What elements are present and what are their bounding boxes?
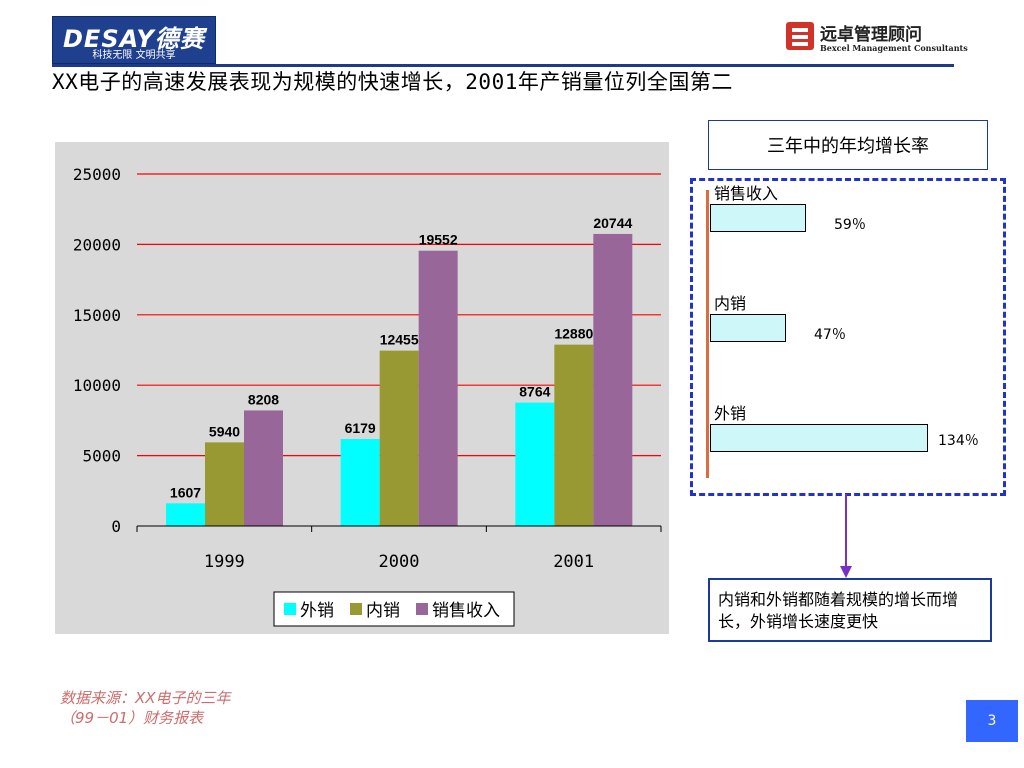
down-arrow-icon [840, 494, 852, 578]
desay-logo: DESAY德赛 科技无限 文明共享 [52, 16, 216, 64]
data-label: 19552 [419, 232, 458, 248]
growth-panel [690, 178, 1006, 496]
growth-label: 内销 [714, 294, 747, 313]
data-label: 6179 [345, 420, 376, 436]
x-tick-label: 2001 [553, 552, 594, 572]
bexcel-logo-en: Bexcel Management Consultants [820, 43, 968, 53]
data-label: 8764 [519, 384, 550, 400]
bar-内销 [554, 344, 594, 526]
legend: 外销 内销 销售收入 [273, 591, 515, 627]
bar-chart: 0 5000 10000 15000 20000 25000 1607 6179 8764 59… [55, 142, 669, 634]
legend-label: 外销 [300, 601, 334, 621]
y-tick-label: 25000 [73, 165, 121, 184]
x-axis: 1999 2000 2001 [136, 525, 662, 572]
page-title: XX电子的高速发展表现为规模的快速增长，2001年产销量位列全国第二 [52, 70, 733, 94]
x-tick-label: 1999 [204, 552, 245, 572]
data-label: 1607 [170, 484, 201, 500]
growth-bar [710, 424, 928, 452]
logo-brand-text: DESAY德赛 [63, 25, 205, 53]
bexcel-logo-cn: 远卓管理顾问 [820, 25, 922, 45]
legend-box [273, 591, 515, 627]
bar-内销 [205, 442, 244, 526]
bar-外销 [166, 503, 205, 526]
growth-label: 外销 [714, 404, 747, 423]
bexcel-logo: 远卓管理顾问 Bexcel Management Consultants [786, 20, 976, 56]
data-label: 12880 [554, 326, 593, 342]
legend-swatch [284, 603, 296, 615]
bexcel-mark-icon [786, 22, 814, 50]
data-label: 20744 [593, 215, 632, 231]
x-tick-label: 2000 [379, 552, 420, 572]
growth-bar [710, 204, 806, 232]
y-tick-label: 0 [111, 517, 121, 536]
y-tick-label: 10000 [73, 376, 121, 395]
growth-value: 47％ [814, 327, 846, 343]
y-tick-label: 5000 [82, 447, 121, 466]
bar-外销 [515, 402, 555, 526]
logo-slogan: 科技无限 文明共享 [92, 50, 176, 61]
y-axis-ticks: 0 5000 10000 15000 20000 25000 [73, 165, 121, 536]
bars [166, 233, 633, 527]
data-label: 8208 [248, 391, 279, 407]
bar-销售收入 [244, 410, 283, 526]
data-labels: 1607 6179 8764 5940 12455 12880 8208 19552 20744 [170, 215, 633, 500]
data-label: 12455 [380, 332, 419, 348]
source-note: 数据来源：XX电子的三年 （99－01）财务报表 [60, 689, 231, 727]
growth-note: 内销和外销都随着规模的增长而增长，外销增长速度更快 [708, 578, 992, 642]
growth-label: 销售收入 [714, 184, 779, 203]
growth-panel-title: 三年中的年均增长率 [708, 120, 988, 170]
growth-bar [710, 314, 786, 342]
growth-axis-line [706, 190, 709, 478]
bar-销售收入 [593, 233, 633, 526]
legend-swatch [416, 603, 428, 615]
bar-销售收入 [418, 250, 458, 527]
title-divider [52, 64, 954, 67]
legend-label: 内销 [366, 601, 400, 621]
data-label: 5940 [209, 423, 240, 439]
legend-swatch [350, 603, 362, 615]
bar-内销 [379, 350, 419, 526]
legend-label: 销售收入 [432, 601, 500, 621]
y-tick-label: 20000 [73, 235, 121, 254]
growth-value: 59％ [834, 217, 866, 233]
growth-value: 134％ [938, 433, 979, 449]
y-tick-label: 15000 [73, 306, 121, 325]
bar-外销 [340, 438, 380, 526]
page-number: 3 [966, 700, 1018, 742]
